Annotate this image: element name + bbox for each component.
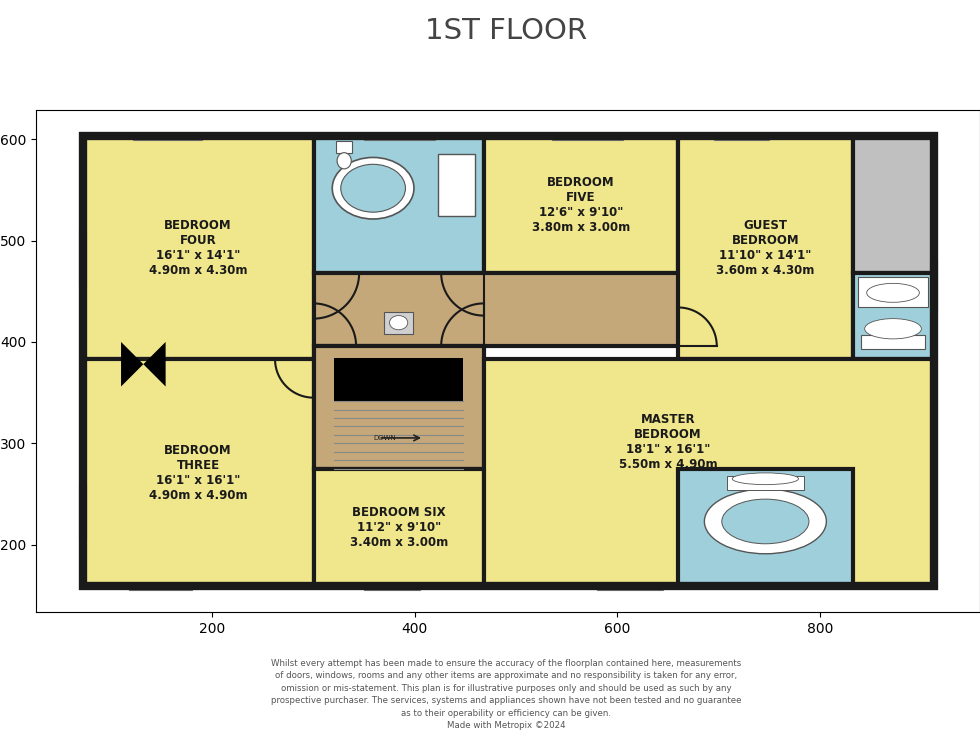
Bar <box>853 273 934 359</box>
Ellipse shape <box>341 165 406 212</box>
Text: BEDROOM
FIVE
12'6" x 9'10"
3.80m x 3.00m: BEDROOM FIVE 12'6" x 9'10" 3.80m x 3.00m <box>532 176 630 233</box>
Bar <box>484 136 678 273</box>
Bar <box>314 468 484 586</box>
Text: Whilst every attempt has been made to ensure the accuracy of the floorplan conta: Whilst every attempt has been made to en… <box>270 659 741 730</box>
Bar <box>365 582 419 590</box>
Text: 1ST FLOOR: 1ST FLOOR <box>425 17 587 45</box>
Bar <box>314 346 484 468</box>
Text: BEDROOM
FOUR
16'1" x 14'1"
4.90m x 4.30m: BEDROOM FOUR 16'1" x 14'1" 4.90m x 4.30m <box>149 219 247 276</box>
Ellipse shape <box>337 153 351 169</box>
Bar <box>678 468 853 586</box>
Bar <box>334 358 464 401</box>
Bar <box>678 136 853 359</box>
Bar <box>930 261 937 311</box>
Bar <box>82 136 314 359</box>
Bar <box>727 476 804 490</box>
Ellipse shape <box>389 316 408 330</box>
Bar <box>438 154 475 216</box>
Ellipse shape <box>722 499 808 544</box>
Ellipse shape <box>332 157 414 219</box>
Polygon shape <box>122 342 166 387</box>
Text: GUEST
BEDROOM
11'10" x 14'1"
3.60m x 4.30m: GUEST BEDROOM 11'10" x 14'1" 3.60m x 4.3… <box>716 219 814 276</box>
Bar <box>314 136 484 273</box>
Text: BEDROOM
THREE
16'1" x 16'1"
4.90m x 4.90m: BEDROOM THREE 16'1" x 16'1" 4.90m x 4.90… <box>149 444 247 502</box>
Bar <box>133 133 202 140</box>
Bar <box>597 582 663 590</box>
Bar <box>384 311 413 333</box>
Bar <box>82 136 934 586</box>
Text: DOWN: DOWN <box>373 435 396 441</box>
Bar <box>82 359 314 586</box>
Text: MASTER
BEDROOM
18'1" x 16'1"
5.50m x 4.90m: MASTER BEDROOM 18'1" x 16'1" 5.50m x 4.9… <box>618 413 717 471</box>
Bar <box>860 335 925 349</box>
Bar <box>713 133 769 140</box>
Text: BEDROOM SIX
11'2" x 9'10"
3.40m x 3.00m: BEDROOM SIX 11'2" x 9'10" 3.40m x 3.00m <box>350 506 448 549</box>
Bar <box>79 484 86 539</box>
Ellipse shape <box>732 473 799 485</box>
Bar <box>552 133 622 140</box>
Bar <box>129 582 192 590</box>
Bar <box>314 273 853 346</box>
Ellipse shape <box>866 283 919 302</box>
Bar <box>853 136 934 273</box>
Bar <box>365 133 435 140</box>
Bar <box>484 359 934 586</box>
Bar <box>858 277 928 308</box>
Ellipse shape <box>705 489 826 554</box>
Bar <box>336 141 352 153</box>
Ellipse shape <box>864 319 921 339</box>
Bar <box>79 230 86 286</box>
